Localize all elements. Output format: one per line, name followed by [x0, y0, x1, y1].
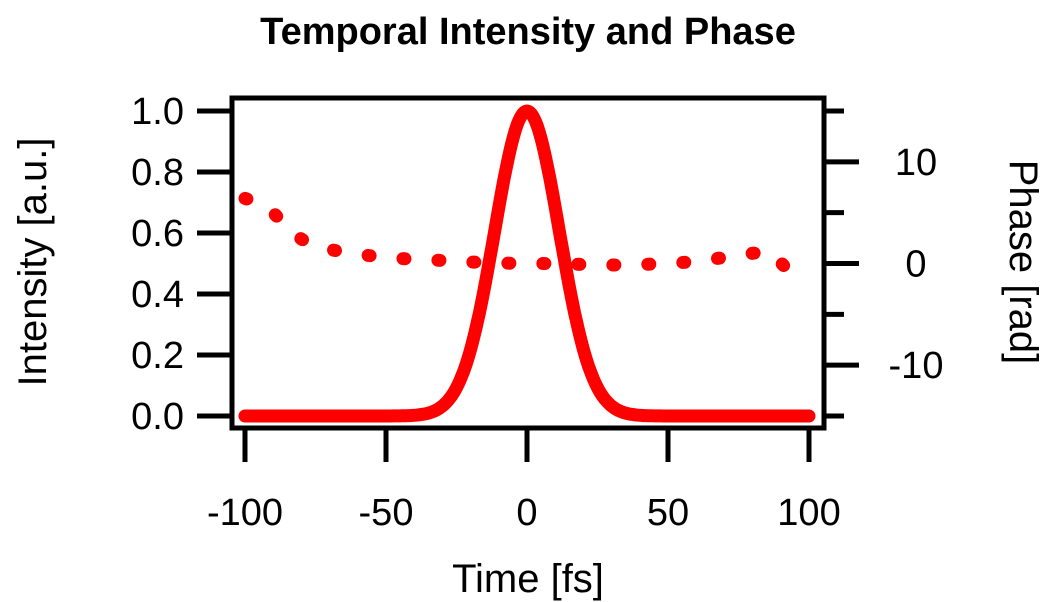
- y-tick-label: 1.0: [131, 91, 184, 133]
- y-tick-label: 0.4: [131, 274, 184, 316]
- chart-title: Temporal Intensity and Phase: [260, 11, 796, 53]
- series-phase: [238, 191, 791, 272]
- y2-tick-label: -10: [889, 345, 944, 387]
- series-layer: [238, 104, 816, 423]
- y2-tick-label: 10: [895, 142, 937, 184]
- x-tick-label: 100: [777, 492, 840, 534]
- plot-frame: [229, 95, 827, 431]
- x-axis: -100 -50 0 50 100: [207, 428, 841, 534]
- y-tick-label: 0.0: [131, 396, 184, 438]
- y-tick-label: 0.6: [131, 213, 184, 255]
- x-axis-label: Time [fs]: [452, 557, 604, 601]
- y2-tick-label: 0: [905, 244, 926, 286]
- y-axis-left: 0.0 0.2 0.4 0.6 0.8 1.0: [131, 91, 232, 438]
- y-axis-label: Intensity [a.u.]: [11, 137, 55, 386]
- y-axis-right: -10 0 10: [824, 108, 944, 419]
- y-tick-label: 0.8: [131, 152, 184, 194]
- plot-border: [229, 95, 827, 431]
- series-intensity: [238, 104, 816, 423]
- y2-axis-label: Phase [rad]: [1001, 160, 1045, 365]
- x-tick-label: 0: [516, 492, 537, 534]
- y-tick-label: 0.2: [131, 335, 184, 377]
- x-tick-label: 50: [647, 492, 689, 534]
- x-tick-label: -100: [207, 492, 283, 534]
- x-tick-label: -50: [359, 492, 414, 534]
